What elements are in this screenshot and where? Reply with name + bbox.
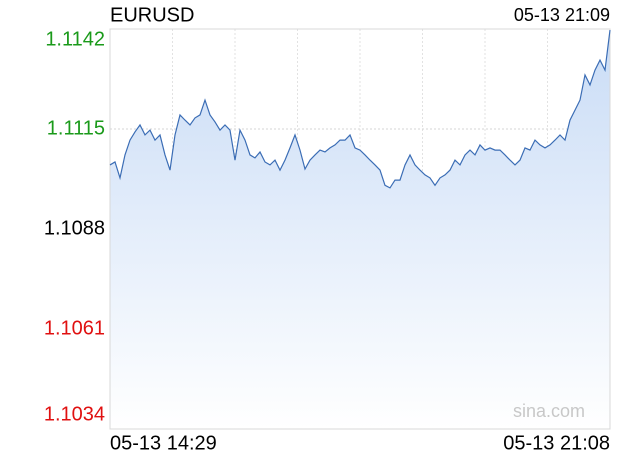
y-tick-label: 1.1142: [45, 28, 105, 50]
watermark: sina.com: [513, 401, 585, 421]
timestamp: 05-13 21:09: [514, 5, 610, 25]
price-line: [109, 30, 611, 189]
x-tick-label: 05-13 21:08: [503, 432, 610, 454]
plot-frame: [109, 28, 611, 430]
chart-title: EURUSD: [110, 4, 194, 26]
x-tick-label: 05-13 14:29: [110, 432, 217, 454]
y-tick-label: 1.1061: [44, 317, 105, 339]
y-tick-label: 1.1034: [44, 403, 105, 425]
y-tick-label: 1.1088: [44, 217, 105, 239]
y-tick-label: 1.1115: [47, 117, 105, 139]
area-fill: [110, 30, 610, 430]
